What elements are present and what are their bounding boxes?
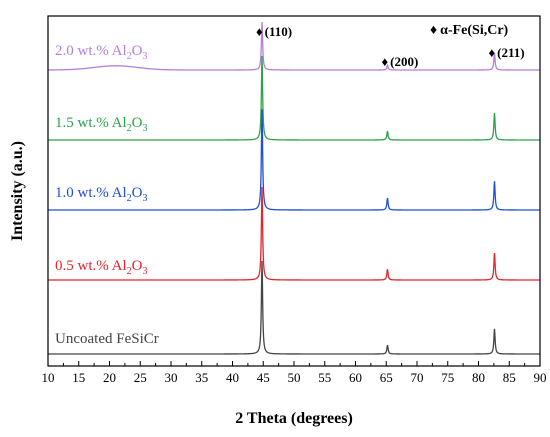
series-label: 0.5 wt.% Al2O3 <box>55 258 148 277</box>
peak-label: ♦ (110) <box>256 24 292 39</box>
peak-label: ♦ (200) <box>381 54 418 69</box>
x-tick-label: 90 <box>534 370 547 385</box>
x-tick-label: 20 <box>103 370 116 385</box>
legend: ♦ α-Fe(Si,Cr) <box>430 23 509 38</box>
x-tick-label: 65 <box>380 370 393 385</box>
x-tick-label: 80 <box>472 370 485 385</box>
x-tick-label: 50 <box>288 370 301 385</box>
y-axis-title: Intensity (a.u.) <box>9 141 26 241</box>
series-layer: 2.0 wt.% Al2O3 1.5 wt.% Al2O3 1.0 wt.% Al2… <box>47 21 540 355</box>
x-tick-label: 35 <box>195 370 208 385</box>
x-tick-label: 55 <box>318 370 331 385</box>
x-tick-label: 40 <box>226 370 239 385</box>
x-tick-label: 25 <box>134 370 147 385</box>
series-line <box>47 21 540 71</box>
x-axis-title: 2 Theta (degrees) <box>235 410 353 427</box>
x-tick-label: 85 <box>503 370 516 385</box>
series-line <box>48 109 540 211</box>
series-label: 2.0 wt.% Al2O3 <box>55 43 148 62</box>
legend-label: ♦ α-Fe(Si,Cr) <box>430 23 509 38</box>
peak-label: ♦ (211) <box>488 45 524 60</box>
x-axis: 10 15 20 25 30 35 40 45 50 55 60 65 70 75 80 85 90 <box>42 361 547 385</box>
x-tick-label: 15 <box>72 370 85 385</box>
x-tick-label: 70 <box>411 370 424 385</box>
x-tick-label: 30 <box>165 370 178 385</box>
peak-annotations: ♦ (110) ♦ (200) ♦ (211) <box>256 24 525 69</box>
series-label: Uncoated FeSiCr <box>55 331 159 347</box>
series-line <box>48 260 540 355</box>
series-line <box>48 55 540 141</box>
x-tick-label: 10 <box>42 370 55 385</box>
x-tick-label: 75 <box>441 370 454 385</box>
series-label: 1.5 wt.% Al2O3 <box>55 115 148 134</box>
series-label: 1.0 wt.% Al2O3 <box>55 185 148 204</box>
series-line <box>48 186 540 281</box>
x-tick-label: 60 <box>349 370 362 385</box>
x-tick-label: 45 <box>257 370 270 385</box>
